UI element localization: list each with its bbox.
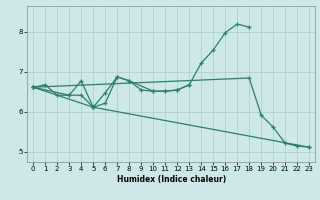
X-axis label: Humidex (Indice chaleur): Humidex (Indice chaleur): [116, 175, 226, 184]
